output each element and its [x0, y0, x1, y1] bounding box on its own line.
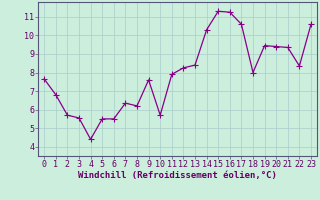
X-axis label: Windchill (Refroidissement éolien,°C): Windchill (Refroidissement éolien,°C) [78, 171, 277, 180]
